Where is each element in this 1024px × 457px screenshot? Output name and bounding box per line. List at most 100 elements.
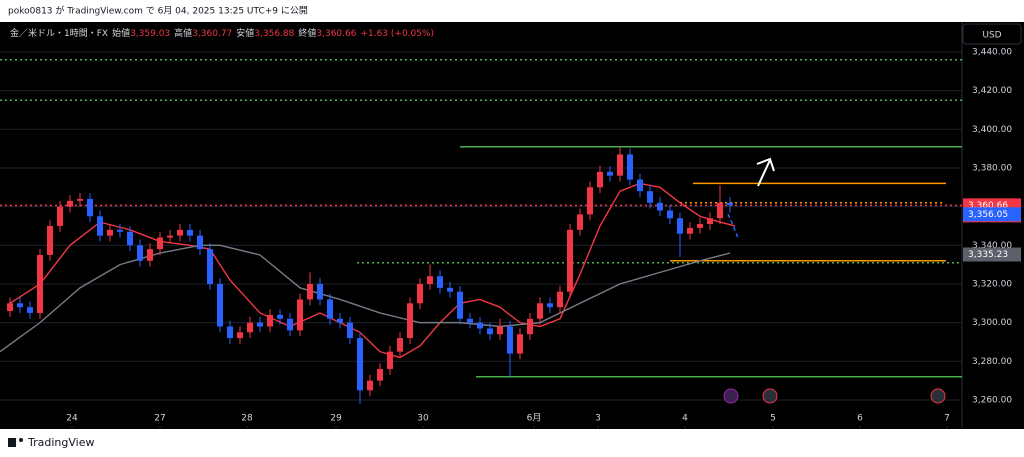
candle-body [237,332,243,339]
candle-body [687,227,693,234]
candle-body [667,210,673,219]
event-icon[interactable] [762,388,778,404]
candle-body [527,318,533,335]
candle-body [107,229,113,236]
candle-body [677,218,683,234]
candle-body [307,283,313,300]
candle-body [417,283,423,304]
y-tick-label: 3,280.00 [972,357,1012,367]
candle-body [367,380,373,391]
candle-body [457,291,463,319]
logo-mark [8,438,16,447]
open: 3,359.03 [130,29,170,39]
candle-body [247,322,253,333]
candle-body [627,154,633,180]
candle-body [337,318,343,323]
currency: USD [982,31,1001,41]
candle-body [517,334,523,354]
candle-body [487,328,493,335]
candle-body [357,338,363,391]
footer-logo: TradingView [8,436,94,449]
candle-body [317,283,323,300]
price-badge-label: 3,356.05 [968,210,1008,220]
y-tick-label: 3,260.00 [972,395,1012,405]
symbol: 金／米ドル・1時間・FX [10,27,108,39]
event-icon[interactable] [723,388,739,404]
candle-body [377,369,383,381]
candle-body [137,245,143,261]
x-tick-label: 4 [682,414,688,424]
chart-area [0,22,1024,429]
price-badge-label: 3,335.23 [968,250,1008,260]
x-tick-label: 7 [944,414,950,424]
candle-body [537,303,543,319]
change: +1.63 (+0.05%) [360,29,434,39]
candle-body [657,202,663,211]
candle-body [287,318,293,331]
candle-body [187,229,193,236]
candle-body [87,198,93,217]
x-tick-label: 24 [66,414,78,424]
candle-body [97,216,103,236]
x-tick-label: 30 [417,414,429,424]
event-icon[interactable] [930,388,946,404]
x-tick-label: 5 [770,414,776,424]
legend: 金／米ドル・1時間・FX 始値3,359.03 高値3,360.77 安値3,356.… [10,27,434,39]
candle-body [477,322,483,329]
currency-box [962,23,1022,45]
candle-body [167,235,173,238]
candle-body [207,249,213,284]
candle-body [637,179,643,192]
candle-body [277,314,283,319]
annotation-arrow [757,159,771,187]
y-tick-label: 3,320.00 [972,279,1012,289]
projection [727,213,739,239]
candle-body [707,218,713,225]
candle-body [557,291,563,308]
candle-body [617,154,623,176]
candle-body [697,224,703,228]
high-label: 高値 [174,27,192,39]
candle-body [497,326,503,335]
close: 3,360.66 [316,29,356,39]
candle-body [297,299,303,331]
candle-body [507,326,513,354]
x-tick-label: 3 [595,414,601,424]
candle-body [327,299,333,319]
candle-body [47,225,53,255]
low: 3,356.88 [254,29,294,39]
logo-mark [19,438,23,442]
candle-body [387,351,393,370]
candle-body [147,249,153,261]
candle-body [257,322,263,327]
candle-body [587,187,593,215]
price-badge [963,247,1021,262]
candle-body [37,254,43,313]
candle-body [77,198,83,201]
y-tick-label: 3,440.00 [972,47,1012,57]
price-badge [963,207,1021,222]
candle-body [407,303,413,339]
x-tick-label: 29 [330,414,342,424]
candle-body [7,303,13,312]
candle-body [567,229,573,292]
candle-body [467,318,473,323]
x-tick-label: 6月 [527,413,542,424]
candle-body [427,276,433,284]
candle-body [347,322,353,339]
candle-body [267,314,273,327]
annotation-arrow-head [756,157,775,172]
publish-info: poko0813 が TradingView.com で 6月 04, 2025… [8,5,308,17]
close-label: 終値 [298,27,316,39]
candle-body [437,276,443,288]
y-tick-label: 3,340.00 [972,241,1012,251]
candle-body [447,287,453,292]
y-tick-label: 3,300.00 [972,318,1012,328]
candle-body [197,235,203,250]
y-tick-label: 3,400.00 [972,125,1012,135]
moving-average [0,244,731,353]
candle-body [727,202,733,206]
candle-body [67,200,73,207]
candle-body [717,202,723,219]
